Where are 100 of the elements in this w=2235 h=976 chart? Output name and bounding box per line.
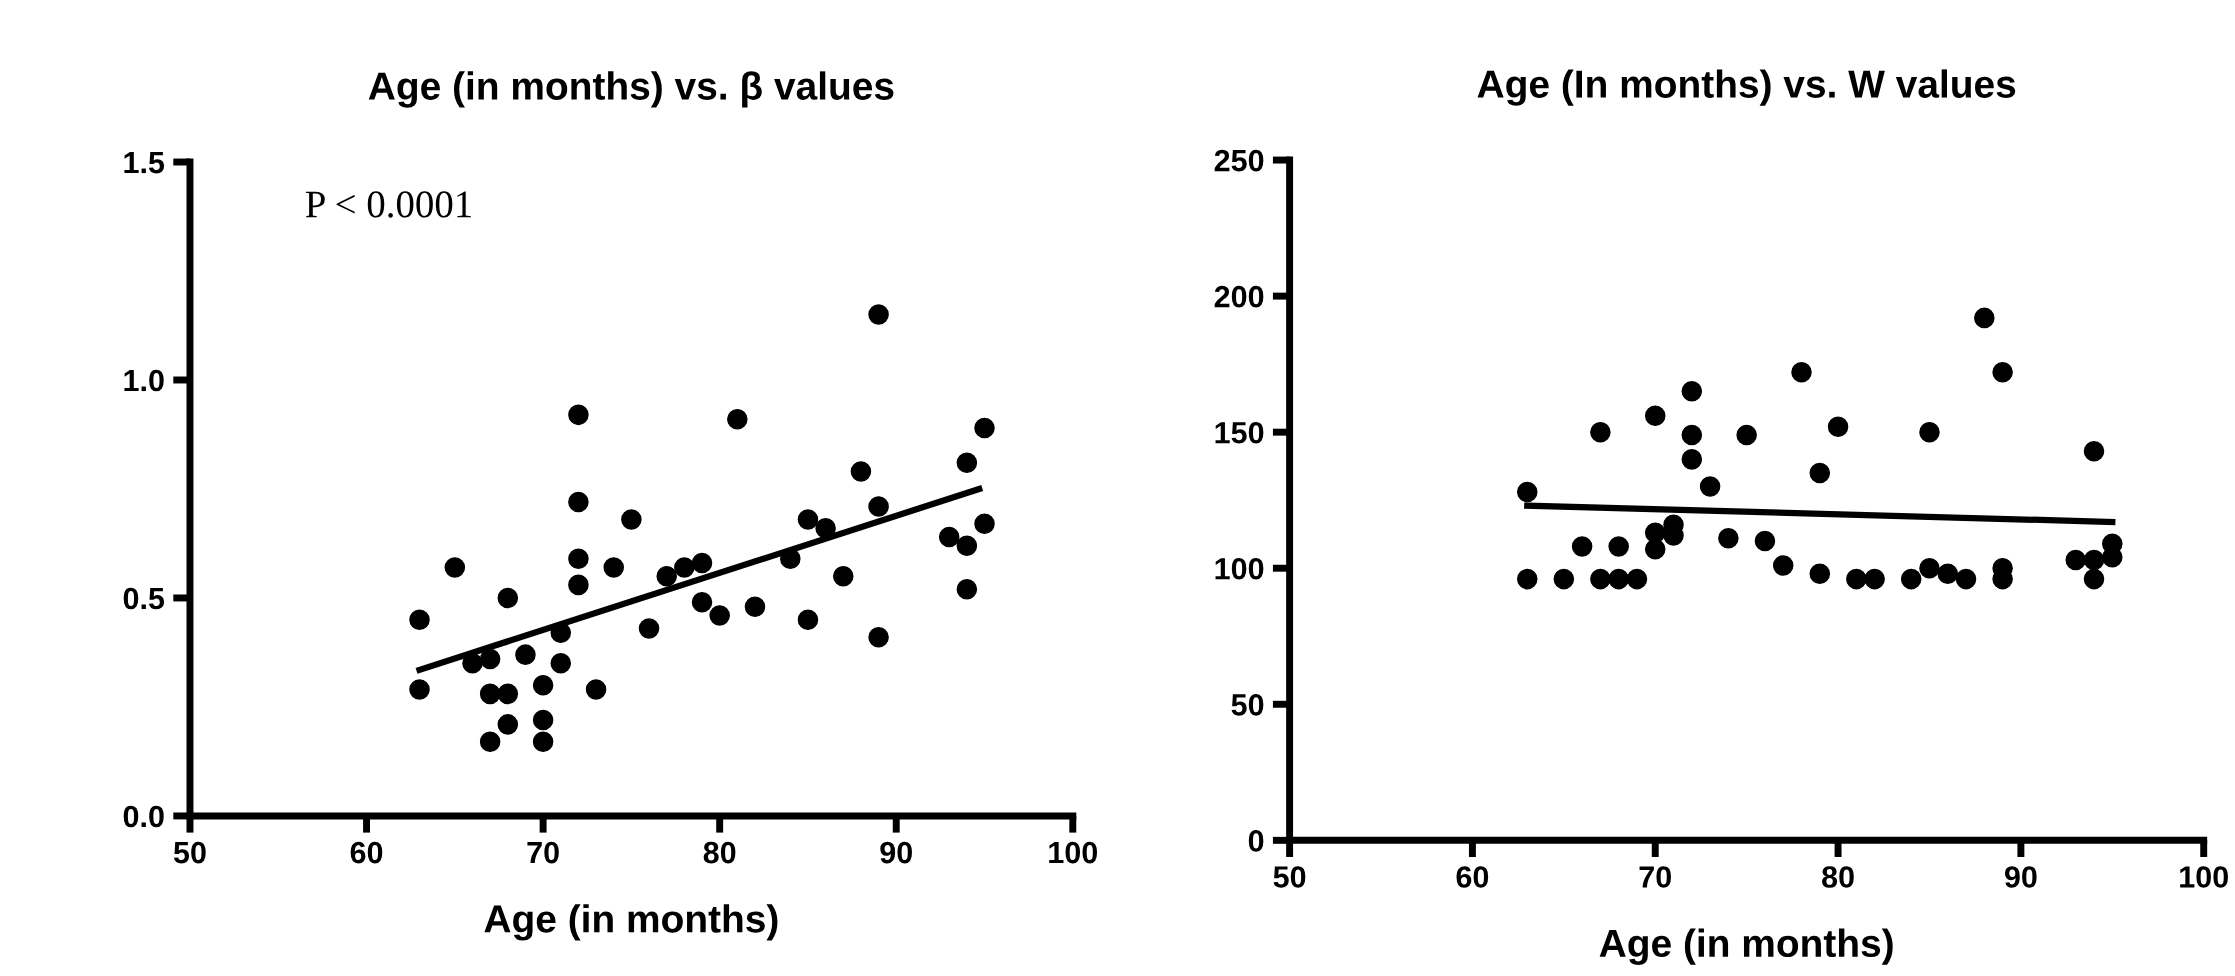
point <box>1919 557 1940 579</box>
point <box>568 548 589 569</box>
point <box>638 618 660 639</box>
point <box>603 557 624 578</box>
point <box>409 679 430 700</box>
point <box>1644 405 1666 427</box>
point <box>497 587 519 609</box>
point <box>479 683 501 705</box>
point <box>868 626 889 648</box>
point <box>497 683 519 705</box>
point <box>1864 568 1885 590</box>
x-tick-label: 80 <box>1822 866 1854 888</box>
y-tick-label: 100 <box>1215 557 1264 580</box>
point <box>815 517 836 539</box>
point <box>727 408 748 430</box>
point <box>1919 421 1940 443</box>
point <box>656 565 677 587</box>
point <box>956 452 978 474</box>
point <box>1772 555 1794 576</box>
x-tick-label: 50 <box>1273 866 1306 888</box>
point <box>1937 563 1959 584</box>
point <box>691 552 713 574</box>
point <box>568 404 589 426</box>
point <box>621 509 642 530</box>
point <box>1516 568 1538 590</box>
point <box>956 535 978 556</box>
point <box>1791 362 1812 383</box>
point <box>1718 528 1739 549</box>
point <box>1900 568 1922 590</box>
y-tick-label: 250 <box>1214 149 1264 172</box>
point <box>2065 549 2087 571</box>
x-axis-title: Age (in months) <box>1599 928 1893 965</box>
point <box>850 461 872 482</box>
point <box>1608 536 1629 557</box>
point <box>1736 424 1757 446</box>
chart-title: Age (In months) vs. W values <box>1477 69 2016 106</box>
point <box>1992 362 2013 383</box>
y-tick-label: 0.5 <box>123 587 165 610</box>
point <box>1571 536 1593 557</box>
point <box>832 565 854 587</box>
point <box>2102 547 2123 568</box>
point <box>1754 530 1776 552</box>
point <box>444 557 466 578</box>
x-tick-label: 90 <box>880 841 912 864</box>
point <box>1681 381 1703 402</box>
y-tick-label: 1.0 <box>124 369 164 392</box>
x-tick-label: 70 <box>527 841 559 864</box>
point <box>1590 568 1611 590</box>
point <box>1516 481 1538 503</box>
point <box>1681 424 1703 446</box>
point <box>479 731 501 753</box>
point <box>1608 568 1629 590</box>
x-axis-title: Age (in months) <box>484 904 778 941</box>
chart-title: Age (in months) vs. β values <box>368 71 894 108</box>
y-tick-label: 0.0 <box>123 805 164 828</box>
point <box>568 491 589 513</box>
point <box>550 622 572 644</box>
point <box>797 509 819 530</box>
point <box>550 653 572 674</box>
point <box>568 574 589 596</box>
y-tick-label: 50 <box>1231 694 1264 716</box>
point <box>2083 568 2105 590</box>
point <box>479 648 501 670</box>
point <box>2083 440 2105 462</box>
annotation: P < 0.0001 <box>305 191 471 218</box>
point <box>780 548 801 569</box>
point <box>868 304 889 325</box>
x-tick-label: 90 <box>2004 866 2037 888</box>
x-tick-label: 70 <box>1639 866 1671 888</box>
point <box>709 605 730 626</box>
point <box>1846 568 1867 590</box>
point <box>1626 568 1648 590</box>
x-tick-label: 60 <box>350 841 383 864</box>
x-tick-label: 100 <box>2180 866 2228 888</box>
point <box>1699 476 1721 497</box>
y-tick-label: 1.5 <box>124 152 165 174</box>
point <box>674 557 695 578</box>
point <box>585 679 607 700</box>
point <box>2083 549 2105 571</box>
x-tick-label: 100 <box>1049 841 1098 864</box>
point <box>1955 568 1977 590</box>
point <box>1681 449 1703 470</box>
point <box>532 731 554 753</box>
point <box>868 496 889 517</box>
point <box>1974 307 1995 329</box>
point <box>1644 538 1666 560</box>
x-tick-label: 60 <box>1456 866 1489 888</box>
point <box>532 674 554 696</box>
x-tick-label: 50 <box>173 841 206 864</box>
point <box>462 653 483 674</box>
point <box>691 592 713 613</box>
point <box>409 609 430 631</box>
y-tick-label: 150 <box>1215 421 1264 444</box>
point <box>515 644 536 665</box>
point <box>1809 462 1831 484</box>
point <box>974 513 995 535</box>
x-tick-label: 80 <box>703 841 736 864</box>
point <box>1809 563 1831 584</box>
point <box>956 578 978 600</box>
point <box>797 609 819 631</box>
